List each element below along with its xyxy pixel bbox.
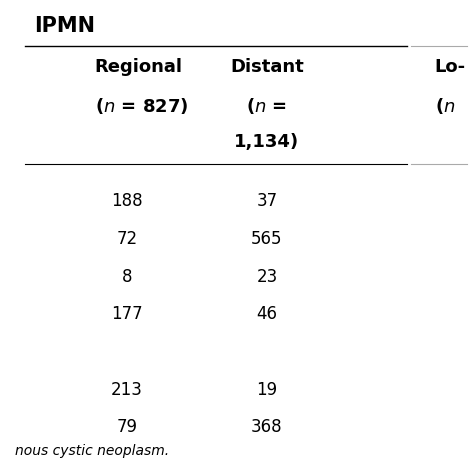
Text: 72: 72 — [117, 230, 138, 248]
Text: 79: 79 — [117, 419, 137, 437]
Text: 213: 213 — [111, 381, 143, 399]
Text: 188: 188 — [111, 192, 143, 210]
Text: 23: 23 — [256, 268, 277, 286]
Text: ($\it{n}$ =: ($\it{n}$ = — [246, 96, 287, 116]
Text: 46: 46 — [256, 305, 277, 323]
Text: 1,134): 1,134) — [234, 133, 300, 151]
Text: 177: 177 — [111, 305, 143, 323]
Text: ($\it{n}$ = 827): ($\it{n}$ = 827) — [94, 96, 188, 116]
Text: nous cystic neoplasm.: nous cystic neoplasm. — [15, 445, 170, 458]
Text: Lo-: Lo- — [435, 58, 466, 76]
Text: 37: 37 — [256, 192, 277, 210]
Text: Distant: Distant — [230, 58, 304, 76]
Text: 565: 565 — [251, 230, 283, 248]
Text: ($\it{n}$: ($\it{n}$ — [435, 96, 455, 116]
Text: 8: 8 — [122, 268, 132, 286]
Text: IPMN: IPMN — [34, 16, 95, 36]
Text: 19: 19 — [256, 381, 277, 399]
Text: 368: 368 — [251, 419, 283, 437]
Text: Regional: Regional — [94, 58, 182, 76]
